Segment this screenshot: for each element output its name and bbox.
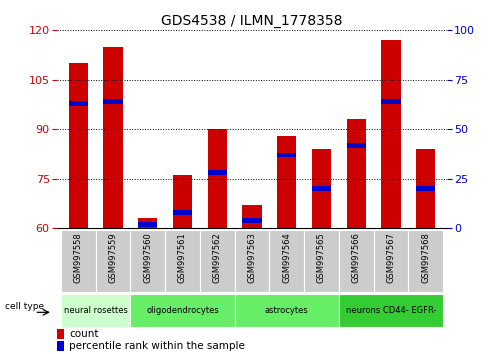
Text: GSM997559: GSM997559 — [108, 232, 117, 282]
Bar — [165, 230, 200, 292]
Text: GSM997562: GSM997562 — [213, 232, 222, 283]
Text: neurons CD44- EGFR-: neurons CD44- EGFR- — [346, 306, 436, 315]
Text: astrocytes: astrocytes — [265, 306, 308, 315]
Bar — [381, 99, 401, 104]
Bar — [381, 40, 401, 228]
Bar — [416, 186, 435, 191]
Bar — [138, 218, 157, 228]
Bar — [339, 294, 443, 327]
Text: GSM997564: GSM997564 — [282, 232, 291, 283]
Text: neural rosettes: neural rosettes — [64, 306, 128, 315]
Bar — [130, 294, 235, 327]
Bar — [269, 230, 304, 292]
Bar — [208, 129, 227, 228]
Bar — [200, 230, 235, 292]
Text: GSM997558: GSM997558 — [74, 232, 83, 283]
Bar — [173, 210, 192, 215]
Bar — [347, 143, 366, 148]
Bar — [96, 230, 130, 292]
Text: count: count — [69, 329, 99, 339]
Bar — [304, 230, 339, 292]
Bar — [208, 170, 227, 175]
Bar — [243, 205, 261, 228]
Bar — [312, 149, 331, 228]
Bar — [277, 153, 296, 158]
Bar — [339, 230, 374, 292]
Bar — [243, 218, 261, 223]
Text: oligodendrocytes: oligodendrocytes — [146, 306, 219, 315]
Bar — [374, 230, 408, 292]
Text: GSM997568: GSM997568 — [421, 232, 430, 283]
Bar — [69, 63, 88, 228]
Bar — [103, 99, 123, 104]
Bar — [57, 329, 64, 339]
Text: percentile rank within the sample: percentile rank within the sample — [69, 341, 245, 351]
Bar — [61, 230, 96, 292]
Bar — [130, 230, 165, 292]
Bar — [277, 136, 296, 228]
Bar — [235, 294, 339, 327]
Bar — [408, 230, 443, 292]
Text: GSM997563: GSM997563 — [248, 232, 256, 283]
Bar — [61, 294, 130, 327]
Bar — [57, 341, 64, 351]
Bar — [69, 101, 88, 106]
Bar — [103, 47, 123, 228]
Bar — [416, 149, 435, 228]
Bar — [235, 230, 269, 292]
Text: GSM997560: GSM997560 — [143, 232, 152, 283]
Text: GSM997567: GSM997567 — [387, 232, 396, 283]
Text: GSM997565: GSM997565 — [317, 232, 326, 283]
Title: GDS4538 / ILMN_1778358: GDS4538 / ILMN_1778358 — [161, 14, 343, 28]
Bar — [347, 119, 366, 228]
Bar — [138, 222, 157, 227]
Text: GSM997561: GSM997561 — [178, 232, 187, 283]
Bar — [312, 186, 331, 191]
Text: cell type: cell type — [4, 302, 44, 311]
Bar — [173, 176, 192, 228]
Text: GSM997566: GSM997566 — [352, 232, 361, 283]
